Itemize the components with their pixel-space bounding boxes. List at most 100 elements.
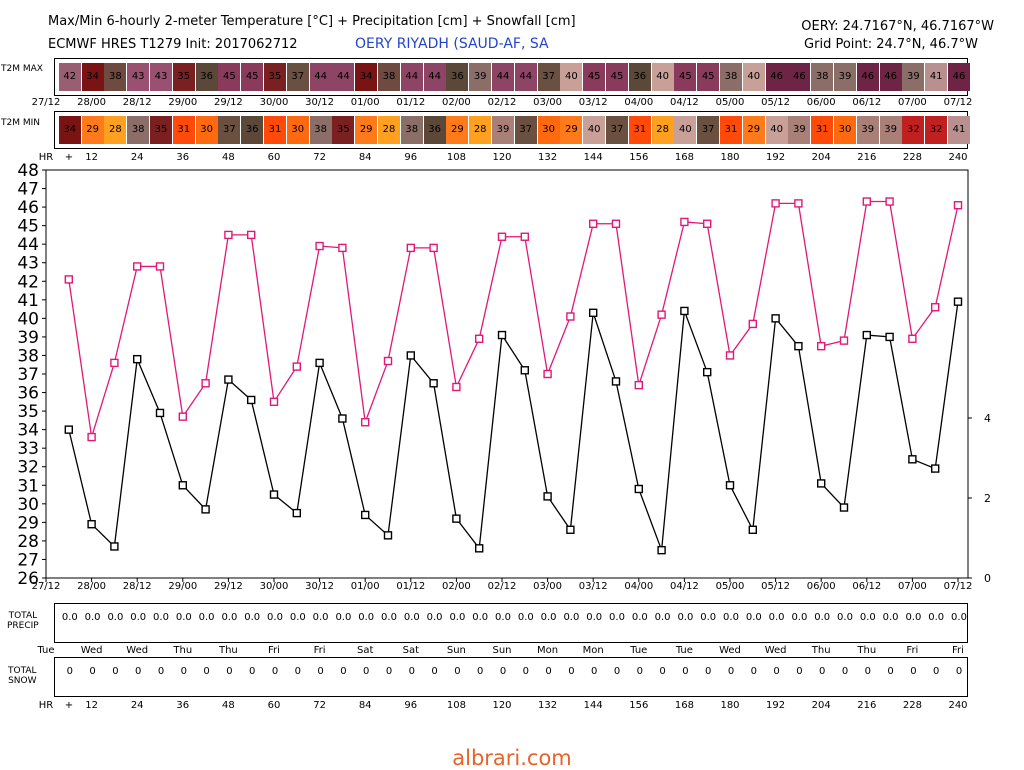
t2m-min-cell: 37	[697, 116, 720, 144]
precip-value: 0.0	[289, 612, 306, 623]
date-tick: 07/12	[943, 581, 973, 592]
precip-label-line2: PRECIP	[7, 621, 39, 631]
max-temp-point	[817, 341, 826, 351]
t2m-max-cell: 38	[104, 63, 127, 91]
snow-value: 0	[477, 666, 484, 677]
snow-label: TOTAL SNOW	[8, 666, 37, 686]
t2m-min-cell: 31	[172, 116, 195, 144]
t2m-max-cell: 45	[241, 63, 264, 91]
snow-value: 0	[910, 666, 917, 677]
max-temp-point	[862, 197, 871, 206]
snow-value: 0	[955, 666, 963, 677]
t2m-min-cell: 29	[742, 116, 765, 144]
precip-value: 0.0	[244, 612, 261, 623]
min-temp-point	[315, 358, 324, 368]
hour-tick: 168	[674, 700, 694, 711]
min-temp-point	[657, 545, 666, 555]
date-tick: 05/00	[715, 581, 745, 592]
t2m-max-cell: 37	[537, 63, 560, 91]
t2m-min-cell: 37	[218, 116, 241, 144]
precip-value: 0.0	[153, 612, 169, 623]
date-tick: 03/00	[533, 581, 562, 592]
y-tick-label: 44	[17, 235, 39, 255]
t2m-max-cell: 44	[492, 63, 514, 91]
hour-tick: 24	[130, 700, 144, 711]
t2m-min-cell: 41	[948, 116, 970, 144]
min-temp-point	[725, 481, 735, 490]
plot-area	[45, 169, 969, 579]
t2m-max-cell: 44	[423, 63, 446, 91]
precip-value: 0.0	[403, 612, 420, 623]
t2m-min-cell: 35	[150, 116, 172, 144]
date-tick: 03/12	[578, 97, 608, 108]
day-tick: Sun	[492, 645, 512, 656]
t2m-min-cell: 32	[925, 116, 948, 144]
y-tick-label: 40	[17, 309, 39, 329]
day-tick: Sun	[446, 645, 466, 656]
min-temp-point	[269, 490, 279, 499]
max-temp-point	[246, 230, 256, 240]
min-temp-point	[953, 297, 963, 306]
max-temp-point	[269, 397, 279, 407]
t2m-min-cell: 39	[788, 116, 811, 144]
date-tick: 05/12	[761, 581, 790, 592]
t2m-min-cell: 28	[651, 116, 674, 144]
t2m-max-cell: 44	[514, 63, 537, 91]
max-temp-point	[361, 418, 370, 427]
precip-value: 0.0	[312, 612, 329, 623]
y-tick-label: 39	[17, 328, 39, 348]
min-temp-point	[862, 330, 871, 340]
day-tick: Thu	[857, 645, 877, 656]
precip-value: 0.0	[221, 612, 238, 623]
y-tick-label: 27	[17, 550, 39, 570]
min-temp-point	[520, 366, 529, 375]
max-temp-point	[680, 217, 689, 227]
hour-tick: 132	[538, 152, 558, 163]
hour-axis-bottom: HR + 12 24 36 48 60 72 84 96 108 120 132 144 156 168 1…	[0, 700, 1024, 714]
max-temp-point	[224, 230, 233, 240]
plus-label-top: +	[64, 152, 74, 163]
hour-tick: 180	[720, 700, 740, 711]
hour-tick: 120	[492, 152, 512, 163]
min-temp-point	[406, 351, 415, 360]
min-temp-point	[771, 314, 780, 323]
hour-tick: 72	[313, 152, 326, 163]
max-temp-point	[634, 380, 643, 390]
min-temp-point	[680, 306, 689, 316]
day-tick: Thu	[811, 645, 831, 656]
precip-value: 0.0	[130, 612, 147, 623]
min-temp-point	[543, 492, 552, 501]
date-tick: 29/00	[168, 581, 198, 592]
snow-value: 0	[135, 666, 142, 677]
hour-axis-top: HR + 12 24 36 48 60 72 84 96 108 120 132 144 156 168 1…	[0, 152, 1024, 166]
t2m-max-cell: 41	[925, 63, 948, 91]
y-tick-label: 46	[17, 198, 39, 218]
t2m-max-cell: 38	[378, 63, 400, 91]
t2m-max-cell: 36	[446, 63, 469, 91]
day-tick: Fri	[906, 645, 919, 656]
min-temp-point	[201, 505, 210, 514]
t2m-min-cell: 40	[765, 116, 788, 144]
t2m-min-cell: 37	[606, 116, 628, 144]
max-temp-line	[68, 200, 959, 438]
t2m-min-cell: 28	[469, 116, 492, 144]
y-tick-label: 31	[17, 476, 39, 496]
t2m-max-cell: 34	[355, 63, 378, 91]
hr-label-top: HR	[38, 152, 54, 163]
snow-value: 0	[545, 666, 552, 677]
t2m-min-cell: 31	[264, 116, 286, 144]
t2m-min-cell: 39	[856, 116, 879, 144]
min-temp-point	[361, 510, 370, 520]
hour-tick: 216	[857, 700, 877, 711]
snow-value: 0	[408, 666, 415, 677]
y-tick-label: 37	[17, 365, 39, 385]
min-temp-point	[292, 508, 301, 518]
hour-tick: 144	[583, 152, 603, 163]
precip-value: 0.0	[723, 612, 739, 623]
day-tick: Wed	[80, 645, 103, 656]
precip-value: 0.0	[768, 612, 785, 623]
right-tick-label: 2	[984, 492, 991, 505]
hour-tick: 132	[538, 700, 558, 711]
hour-tick: 84	[358, 152, 372, 163]
snow-value: 0	[294, 666, 301, 677]
